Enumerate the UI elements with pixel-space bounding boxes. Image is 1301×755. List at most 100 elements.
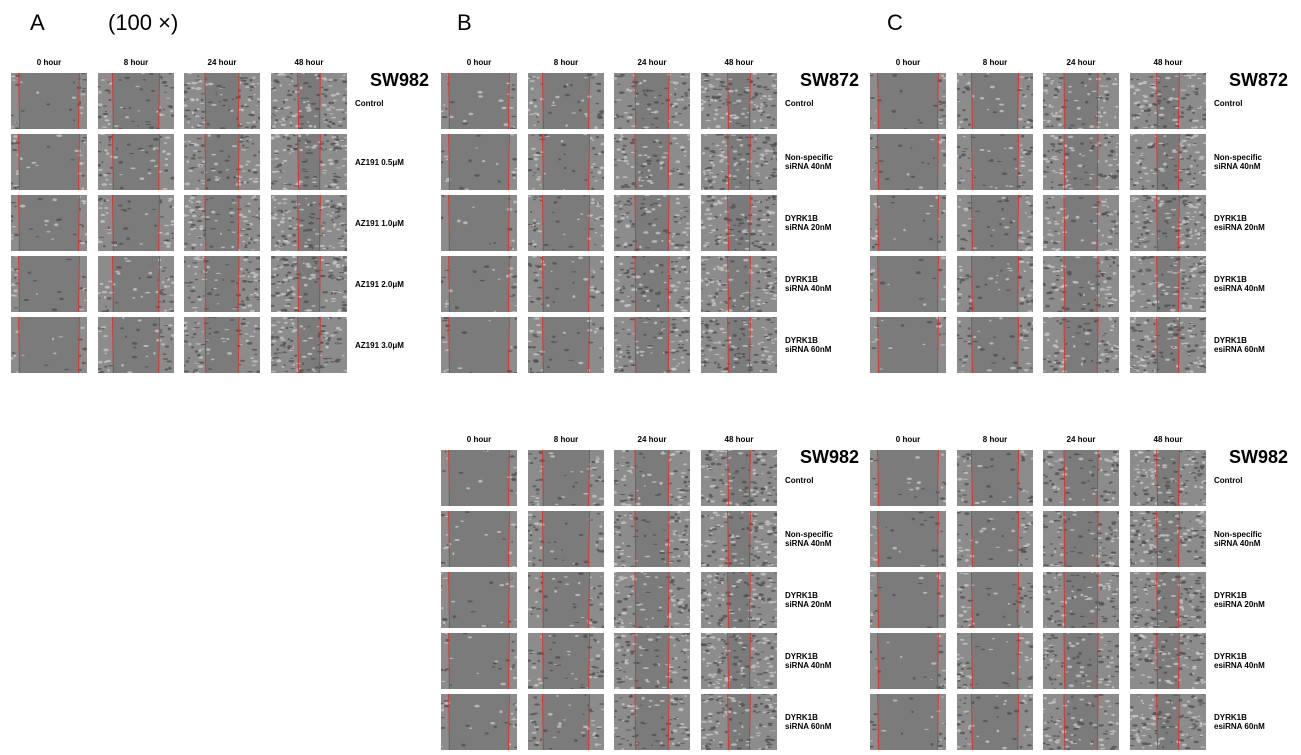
- row-label: DYRK1B siRNA 20nM: [785, 591, 831, 609]
- micrograph-image: [1130, 633, 1206, 689]
- micrograph-image: [701, 633, 777, 689]
- cell-line-label: SW982: [1218, 447, 1288, 468]
- column-header: 0 hour: [870, 435, 946, 444]
- micrograph-image: [957, 572, 1033, 628]
- micrograph-image: [1043, 572, 1119, 628]
- micrograph-image: [528, 134, 604, 190]
- column-header: 24 hour: [1043, 58, 1119, 67]
- micrograph-image: [614, 256, 690, 312]
- row-label: DYRK1B siRNA 40nM: [785, 275, 831, 293]
- row-label: DYRK1B esiRNA 20nM: [1214, 591, 1265, 609]
- row-label: Non-specific siRNA 40nM: [785, 530, 833, 548]
- column-header: 8 hour: [957, 435, 1033, 444]
- row-label: Control: [1214, 99, 1242, 108]
- micrograph-image: [870, 694, 946, 750]
- micrograph-image: [1130, 134, 1206, 190]
- micrograph-image: [98, 317, 174, 373]
- micrograph-image: [1043, 317, 1119, 373]
- column-header: 0 hour: [11, 58, 87, 67]
- row-label: DYRK1B esiRNA 20nM: [1214, 214, 1265, 232]
- micrograph-image: [870, 195, 946, 251]
- column-header: 8 hour: [528, 435, 604, 444]
- micrograph-image: [1043, 633, 1119, 689]
- micrograph-image: [528, 256, 604, 312]
- micrograph-image: [528, 511, 604, 567]
- micrograph-image: [1043, 134, 1119, 190]
- row-label: AZ191 2.0μM: [355, 280, 404, 289]
- micrograph-image: [184, 256, 260, 312]
- column-header: 48 hour: [1130, 435, 1206, 444]
- micrograph-image: [441, 633, 517, 689]
- micrograph-image: [1043, 256, 1119, 312]
- micrograph-image: [441, 134, 517, 190]
- micrograph-image: [614, 73, 690, 129]
- column-header: 24 hour: [614, 435, 690, 444]
- micrograph-image: [184, 134, 260, 190]
- cell-line-label: SW982: [359, 70, 429, 91]
- micrograph-image: [957, 134, 1033, 190]
- micrograph-image: [1130, 256, 1206, 312]
- micrograph-image: [957, 256, 1033, 312]
- row-label: Control: [785, 476, 813, 485]
- micrograph-image: [614, 511, 690, 567]
- micrograph-image: [1043, 73, 1119, 129]
- micrograph-image: [271, 256, 347, 312]
- row-label: Non-specific siRNA 40nM: [1214, 530, 1262, 548]
- micrograph-image: [957, 317, 1033, 373]
- micrograph-image: [957, 195, 1033, 251]
- row-label: Control: [785, 99, 813, 108]
- micrograph-image: [701, 134, 777, 190]
- micrograph-image: [528, 694, 604, 750]
- column-header: 48 hour: [701, 435, 777, 444]
- micrograph-image: [1043, 450, 1119, 506]
- panel-letter-c: C: [887, 10, 903, 36]
- micrograph-image: [614, 450, 690, 506]
- micrograph-image: [441, 256, 517, 312]
- micrograph-image: [957, 73, 1033, 129]
- micrograph-image: [870, 256, 946, 312]
- micrograph-image: [870, 134, 946, 190]
- micrograph-image: [1130, 195, 1206, 251]
- micrograph-image: [957, 450, 1033, 506]
- row-label: DYRK1B esiRNA 40nM: [1214, 652, 1265, 670]
- cell-line-label: SW872: [1218, 70, 1288, 91]
- micrograph-image: [1043, 694, 1119, 750]
- row-label: Non-specific siRNA 40nM: [785, 153, 833, 171]
- column-header: 8 hour: [957, 58, 1033, 67]
- micrograph-image: [441, 195, 517, 251]
- column-header: 24 hour: [1043, 435, 1119, 444]
- column-header: 48 hour: [1130, 58, 1206, 67]
- micrograph-image: [11, 73, 87, 129]
- column-header: 8 hour: [98, 58, 174, 67]
- micrograph-image: [441, 511, 517, 567]
- cell-line-label: SW872: [789, 70, 859, 91]
- row-label: AZ191 0.5μM: [355, 158, 404, 167]
- micrograph-image: [11, 134, 87, 190]
- micrograph-image: [1130, 317, 1206, 373]
- micrograph-image: [441, 317, 517, 373]
- micrograph-image: [701, 694, 777, 750]
- micrograph-image: [98, 195, 174, 251]
- micrograph-image: [528, 633, 604, 689]
- micrograph-image: [1043, 511, 1119, 567]
- micrograph-image: [1130, 73, 1206, 129]
- micrograph-image: [614, 633, 690, 689]
- micrograph-image: [441, 450, 517, 506]
- micrograph-image: [957, 694, 1033, 750]
- micrograph-image: [98, 73, 174, 129]
- panel-letter-b: B: [457, 10, 472, 36]
- cell-line-label: SW982: [789, 447, 859, 468]
- micrograph-image: [528, 572, 604, 628]
- micrograph-image: [870, 73, 946, 129]
- micrograph-image: [614, 317, 690, 373]
- micrograph-image: [701, 256, 777, 312]
- micrograph-image: [957, 511, 1033, 567]
- micrograph-image: [528, 317, 604, 373]
- column-header: 48 hour: [271, 58, 347, 67]
- panel-letter-a: A: [30, 10, 45, 36]
- micrograph-image: [957, 633, 1033, 689]
- micrograph-image: [614, 134, 690, 190]
